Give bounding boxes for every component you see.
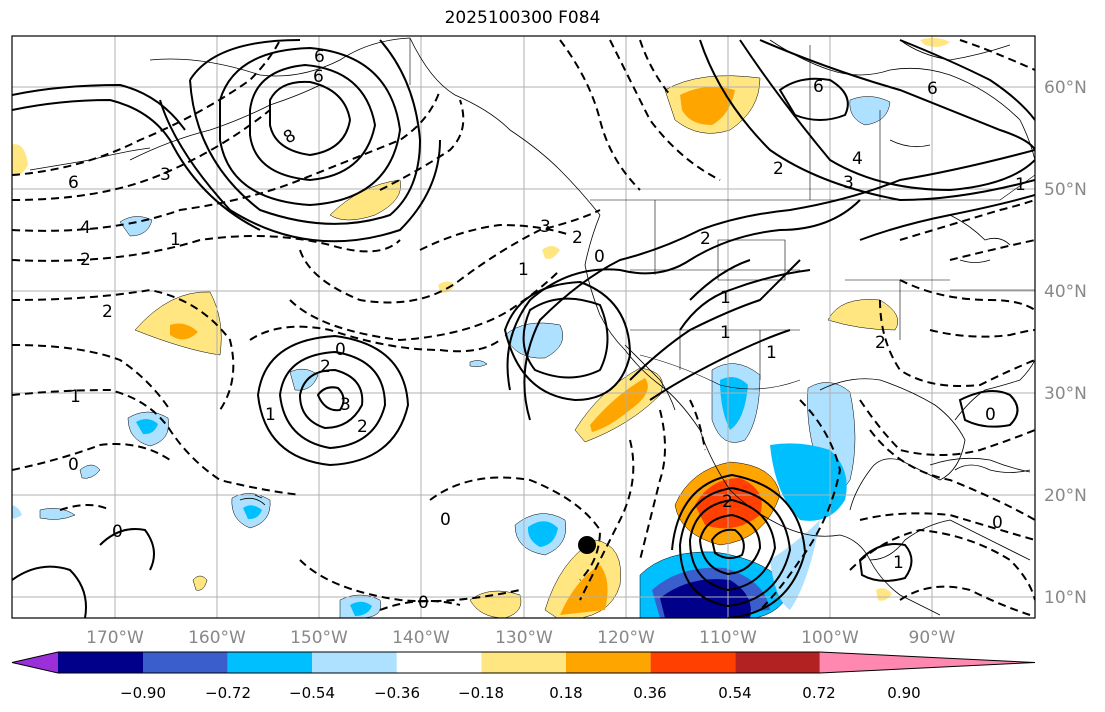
colorbar-tick-label: 0.72: [802, 684, 835, 702]
contour-label: 4: [852, 149, 863, 169]
map-frame: [11, 35, 1036, 619]
contour-label: 6: [68, 173, 79, 193]
colorbar-tick-label: 0.90: [887, 684, 920, 702]
contour-label: 3: [843, 173, 854, 193]
contour-label: 6: [813, 77, 824, 97]
contour-label: 0: [440, 510, 451, 530]
lon-label: 170°W: [86, 628, 144, 648]
map-title: 2025100300 F084: [444, 8, 601, 28]
colorbar-outline: [11, 651, 1036, 674]
contour-label: 1: [70, 387, 81, 407]
contour-label: 6: [927, 79, 938, 99]
solid-contours: [12, 39, 1035, 618]
colorbar-segment: [227, 652, 313, 673]
contour-label: 0: [594, 247, 605, 267]
colorbar-tick-label: 0.36: [633, 684, 666, 702]
lon-label: 90°W: [909, 628, 956, 648]
colorbar-segment: [650, 652, 736, 673]
contour-label: 1: [720, 288, 731, 308]
contour-label: 0: [112, 522, 123, 542]
colorbar-extension-min: [12, 652, 58, 673]
contour-label: 2: [773, 159, 784, 179]
lat-label: 40°N: [1044, 282, 1087, 302]
lon-label: 150°W: [290, 628, 348, 648]
colorbar-tick-label: −0.72: [205, 684, 251, 702]
contour-label: 1: [265, 405, 276, 425]
latitude-labels: 60°N 50°N 40°N 30°N 20°N 10°N: [1044, 78, 1087, 608]
contour-label: 3: [540, 217, 551, 237]
lat-label: 20°N: [1044, 486, 1087, 506]
colorbar-ticks: −0.90 −0.72 −0.54 −0.36 −0.18 0.18 0.36 …: [120, 684, 921, 702]
contour-label: 6: [313, 67, 324, 87]
contour-label: 0: [992, 513, 1003, 533]
contour-label: 0: [418, 593, 429, 613]
colorbar-segment: [58, 652, 143, 673]
contour-label: 2: [357, 417, 368, 437]
lon-label: 140°W: [392, 628, 450, 648]
lon-label: 120°W: [597, 628, 655, 648]
colorbar-tick-label: 0.54: [718, 684, 751, 702]
contour-label: 1: [720, 323, 731, 343]
contour-label: 1: [170, 230, 181, 250]
lon-label: 160°W: [188, 628, 246, 648]
contour-label: 1: [1015, 175, 1026, 195]
colorbar-tick-label: −0.54: [289, 684, 335, 702]
storm-center-marker: [578, 536, 596, 554]
lat-label: 30°N: [1044, 384, 1087, 404]
contour-label: 2: [320, 357, 331, 377]
contour-label: 0: [68, 455, 79, 475]
colorbar: [11, 651, 1036, 674]
contour-label: 3: [340, 395, 351, 415]
contour-labels: 6 8 6 4 2 1 3 2 1 6 4 2 3 2 1 0 3 2 3 1 …: [68, 47, 1026, 613]
lon-label: 130°W: [495, 628, 553, 648]
lat-label: 60°N: [1044, 78, 1087, 98]
lat-label: 50°N: [1044, 180, 1087, 200]
contour-label: 1: [518, 260, 529, 280]
colorbar-segment: [143, 652, 228, 673]
contour-label: 2: [700, 229, 711, 249]
longitude-labels: 170°W 160°W 150°W 140°W 130°W 120°W 110°…: [86, 628, 956, 648]
colorbar-tick-label: −0.18: [458, 684, 504, 702]
contour-label: 1: [893, 553, 904, 573]
contour-label: 0: [985, 405, 996, 425]
contour-label: 4: [80, 218, 91, 238]
colorbar-tick-label: −0.90: [120, 684, 166, 702]
contour-label: 6: [314, 47, 325, 67]
contour-label: 3: [160, 165, 171, 185]
colorbar-segment: [396, 652, 482, 673]
contour-label: 2: [875, 333, 886, 353]
lon-label: 100°W: [801, 628, 859, 648]
colorbar-segment: [735, 652, 820, 673]
colorbar-extension-max: [819, 652, 1035, 673]
contour-label: 2: [722, 492, 733, 512]
contour-label: 0: [335, 340, 346, 360]
lon-label: 110°W: [699, 628, 757, 648]
colorbar-tick-label: −0.36: [374, 684, 420, 702]
contour-label: 1: [766, 343, 777, 363]
contour-label: 2: [102, 302, 113, 322]
lat-label: 10°N: [1044, 588, 1087, 608]
borders: [409, 38, 1035, 390]
colorbar-tick-label: 0.18: [549, 684, 582, 702]
colorbar-segment: [312, 652, 397, 673]
colorbar-segment: [481, 652, 566, 673]
contour-label: 2: [572, 228, 583, 248]
contour-label: 2: [80, 250, 91, 270]
colorbar-segment: [566, 652, 651, 673]
